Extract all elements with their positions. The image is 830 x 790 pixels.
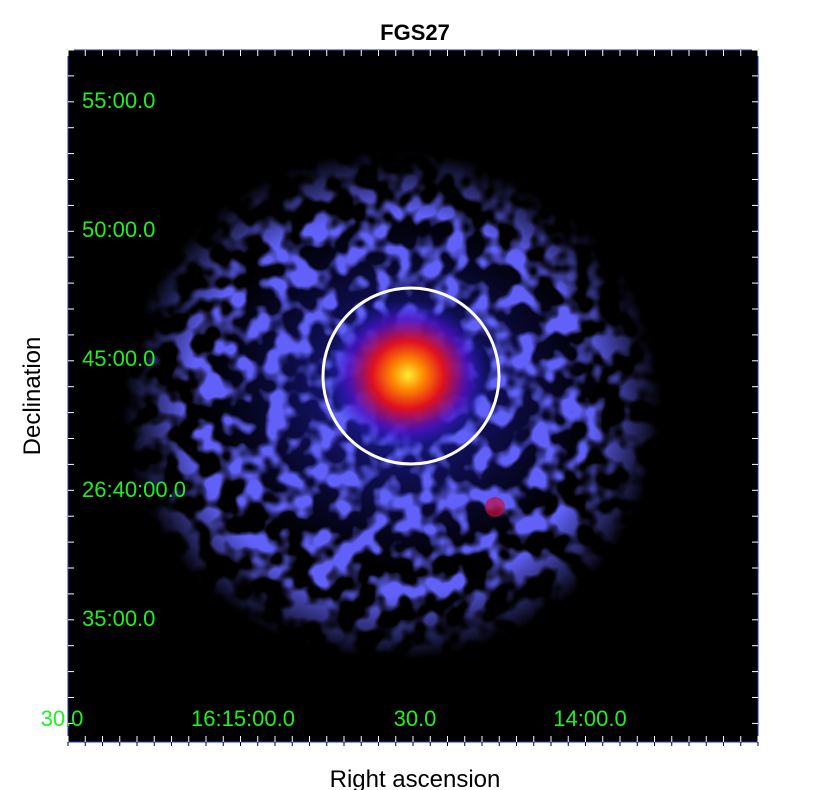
y-tick-label: 50:00.0 (82, 217, 155, 242)
x-tick-label: 30.0 (394, 706, 437, 731)
tick-labels: 30.0 16:15:00.0 30.0 14:00.0 55:00.0 50:00.0 4… (41, 88, 627, 731)
core-emission (328, 300, 488, 450)
x-tick-label: 30.0 (41, 706, 84, 731)
image-panel (67, 49, 759, 743)
y-axis-label: Declination (19, 337, 46, 456)
x-axis-label: Right ascension (330, 766, 501, 790)
y-tick-label: 55:00.0 (82, 88, 155, 113)
ticks (67, 49, 759, 746)
y-tick-label: 35:00.0 (82, 606, 155, 631)
x-tick-label: 16:15:00.0 (191, 706, 295, 731)
spot (485, 497, 505, 517)
x-tick-label: 14:00.0 (553, 706, 626, 731)
y-tick-label: 26:40:00.0 (82, 477, 186, 502)
y-tick-label: 45:00.0 (82, 346, 155, 371)
title: FGS27 (380, 20, 450, 45)
aperture-circle (321, 286, 501, 466)
